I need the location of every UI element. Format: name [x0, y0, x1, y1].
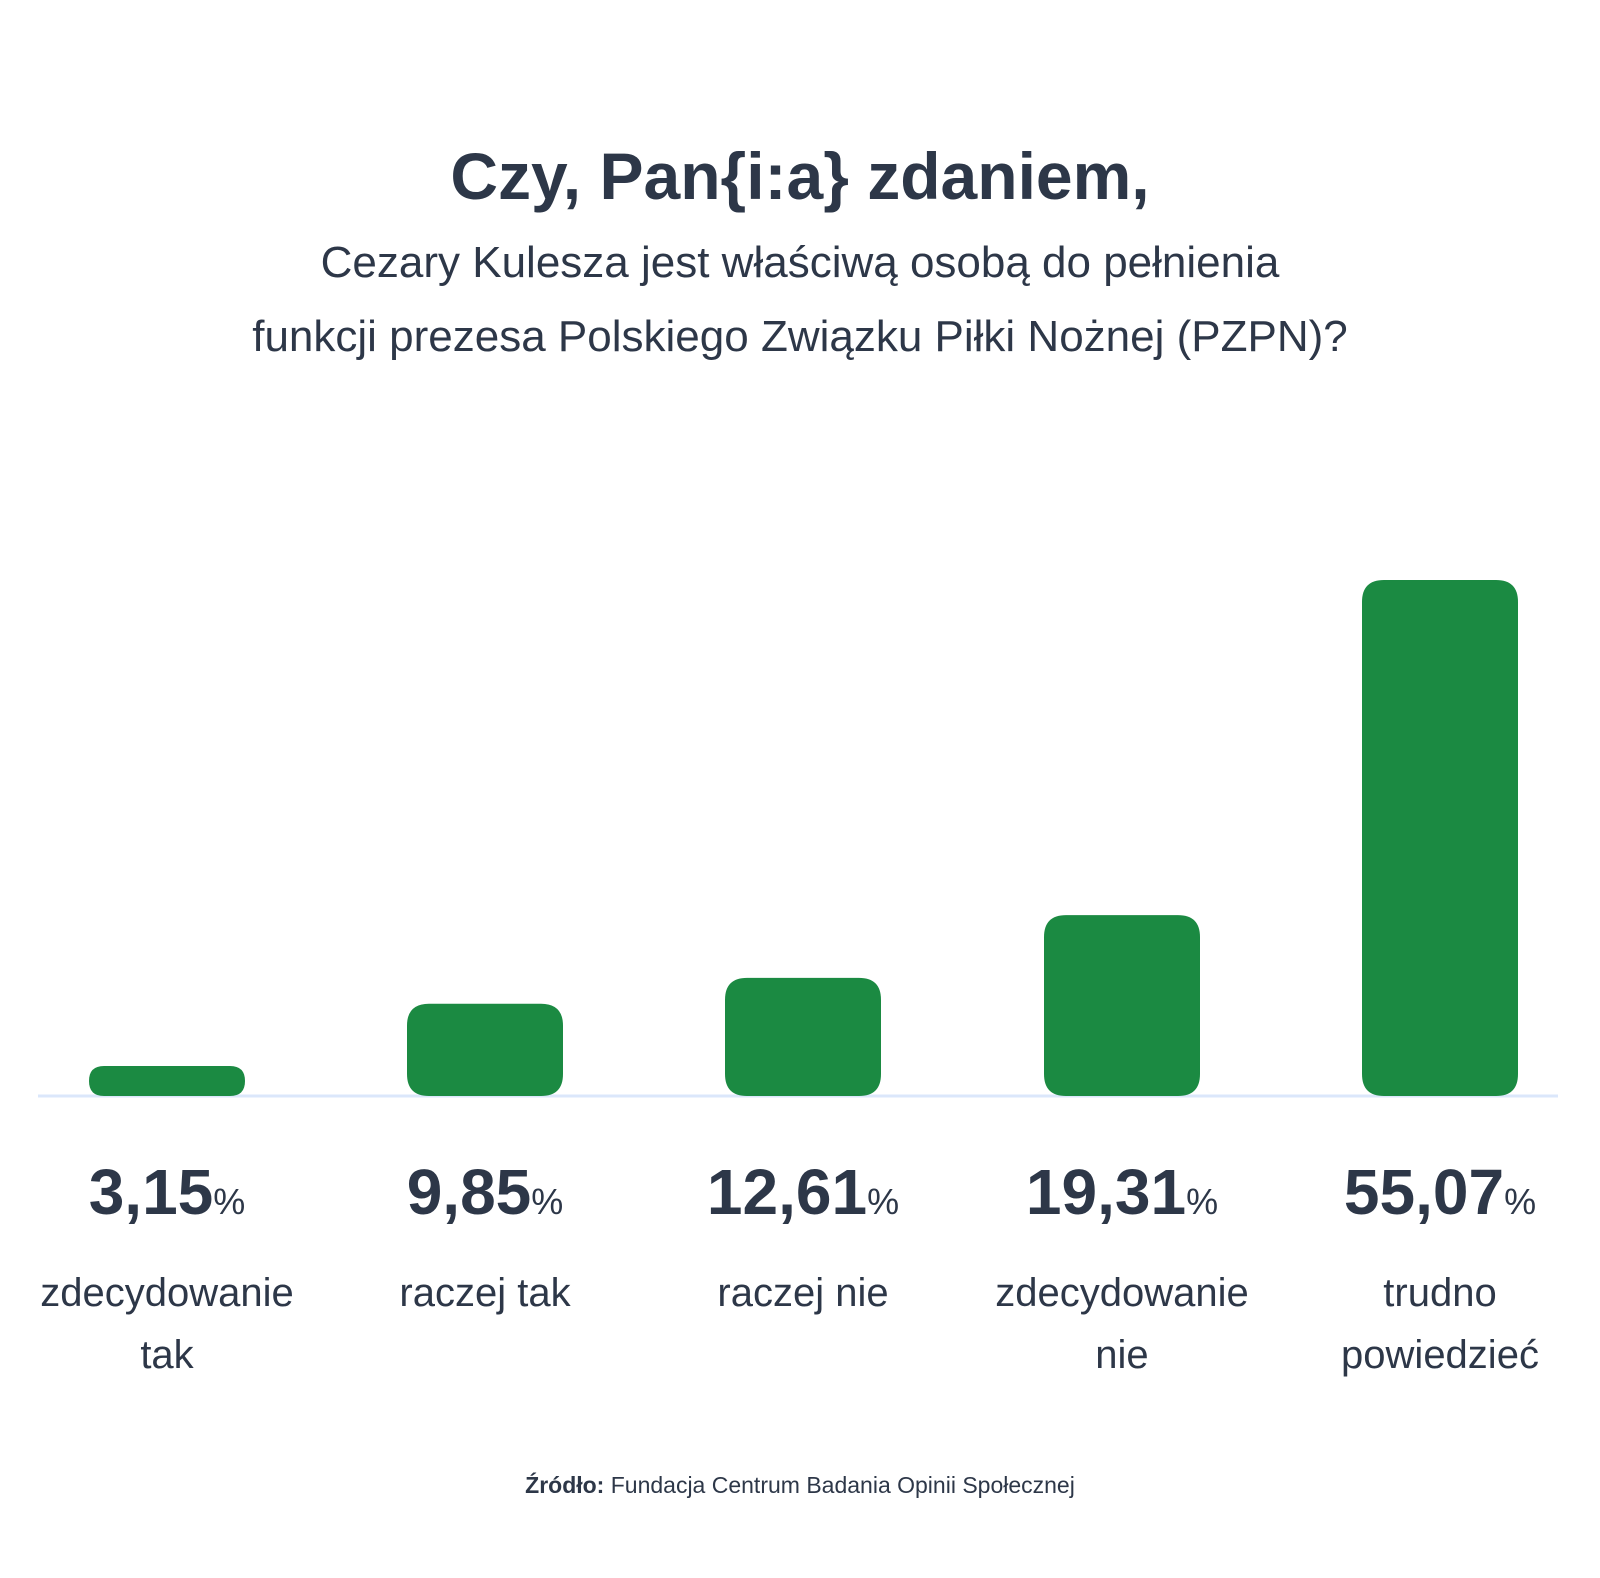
- data-label-unit: %: [1504, 1181, 1537, 1222]
- bar-4: [1044, 915, 1200, 1096]
- data-label: 9,85%: [325, 1155, 645, 1229]
- category-label: zdecydowanie tak: [7, 1262, 327, 1386]
- data-label: 55,07%: [1280, 1155, 1600, 1229]
- bar-5: [1362, 580, 1518, 1096]
- data-label-unit: %: [1186, 1181, 1219, 1222]
- source-text: Fundacja Centrum Badania Opinii Społeczn…: [604, 1472, 1075, 1498]
- data-label: 3,15%: [7, 1155, 327, 1229]
- data-label-value: 55,07: [1343, 1156, 1505, 1228]
- data-label-value: 9,85: [406, 1156, 532, 1228]
- chart-title: Czy, Pan{i:a} zdaniem,: [450, 139, 1150, 213]
- category-label: raczej tak: [325, 1262, 645, 1324]
- category-label-line: raczej tak: [399, 1271, 571, 1315]
- category-label-line: tak: [140, 1333, 194, 1377]
- category-label-line: zdecydowanie: [995, 1271, 1249, 1315]
- category-label: trudno powiedzieć: [1280, 1262, 1600, 1386]
- data-label-value: 3,15: [88, 1156, 214, 1228]
- category-label-line: trudno: [1383, 1271, 1497, 1315]
- data-label: 19,31%: [962, 1155, 1282, 1229]
- bar-3: [725, 977, 881, 1096]
- bar-1: [89, 1066, 245, 1096]
- bar-2: [407, 1003, 563, 1096]
- source-label: Źródło:: [525, 1472, 605, 1498]
- data-label-unit: %: [531, 1181, 564, 1222]
- category-label: raczej nie: [643, 1262, 963, 1324]
- chart-subtitle-line-1: Cezary Kulesza jest właściwą osobą do pe…: [320, 238, 1280, 287]
- data-label-unit: %: [867, 1181, 900, 1222]
- category-label-line: powiedzieć: [1341, 1333, 1539, 1377]
- data-label-value: 19,31: [1025, 1156, 1187, 1228]
- category-label-line: nie: [1095, 1333, 1149, 1377]
- data-label: 12,61%: [643, 1155, 963, 1229]
- data-label-value: 12,61: [706, 1156, 868, 1228]
- category-label-line: zdecydowanie: [40, 1271, 294, 1315]
- source-footer: Źródło: Fundacja Centrum Badania Opinii …: [0, 1472, 1600, 1499]
- data-label-unit: %: [213, 1181, 246, 1222]
- category-label-line: raczej nie: [717, 1271, 889, 1315]
- category-label: zdecydowanie nie: [962, 1262, 1282, 1386]
- chart-subtitle-line-2: funkcji prezesa Polskiego Związku Piłki …: [252, 312, 1348, 361]
